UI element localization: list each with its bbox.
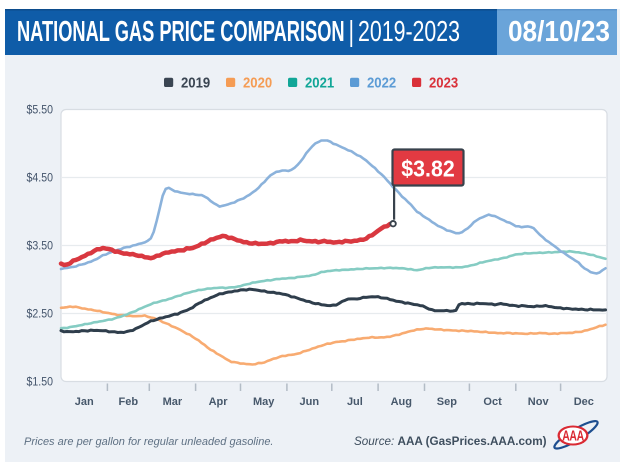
svg-text:Apr: Apr bbox=[209, 396, 229, 408]
svg-text:Source: AAA (GasPrices.AAA.com: Source: AAA (GasPrices.AAA.com) bbox=[354, 435, 547, 448]
svg-text:Nov: Nov bbox=[528, 396, 550, 408]
svg-text:2020: 2020 bbox=[243, 74, 272, 91]
svg-text:$2.50: $2.50 bbox=[27, 308, 53, 321]
svg-text:NATIONAL GAS PRICE COMPARISON: NATIONAL GAS PRICE COMPARISON bbox=[17, 16, 345, 48]
svg-text:Feb: Feb bbox=[119, 396, 139, 408]
svg-text:|: | bbox=[349, 16, 355, 48]
svg-text:May: May bbox=[253, 396, 275, 408]
svg-text:$3.82: $3.82 bbox=[401, 156, 454, 182]
svg-text:Jun: Jun bbox=[300, 396, 320, 408]
svg-text:Prices are per gallon for regu: Prices are per gallon for regular unlead… bbox=[24, 436, 274, 448]
svg-text:Oct: Oct bbox=[483, 396, 502, 408]
svg-text:2021: 2021 bbox=[305, 74, 334, 91]
svg-text:Aug: Aug bbox=[391, 396, 412, 408]
svg-text:Jul: Jul bbox=[347, 396, 363, 408]
svg-text:08/10/23: 08/10/23 bbox=[508, 15, 610, 48]
svg-text:2019: 2019 bbox=[181, 74, 210, 91]
svg-text:Sep: Sep bbox=[437, 396, 457, 408]
svg-text:$5.50: $5.50 bbox=[27, 104, 53, 117]
svg-text:Dec: Dec bbox=[574, 396, 594, 408]
svg-text:2023: 2023 bbox=[429, 74, 458, 91]
svg-text:2019-2023: 2019-2023 bbox=[358, 16, 460, 48]
svg-text:Jan: Jan bbox=[75, 396, 94, 408]
svg-text:2022: 2022 bbox=[367, 74, 396, 91]
svg-text:$3.50: $3.50 bbox=[27, 240, 53, 253]
svg-text:AAA: AAA bbox=[562, 428, 584, 444]
svg-text:Mar: Mar bbox=[163, 396, 183, 408]
svg-text:$1.50: $1.50 bbox=[27, 376, 53, 389]
svg-text:$4.50: $4.50 bbox=[27, 172, 53, 185]
